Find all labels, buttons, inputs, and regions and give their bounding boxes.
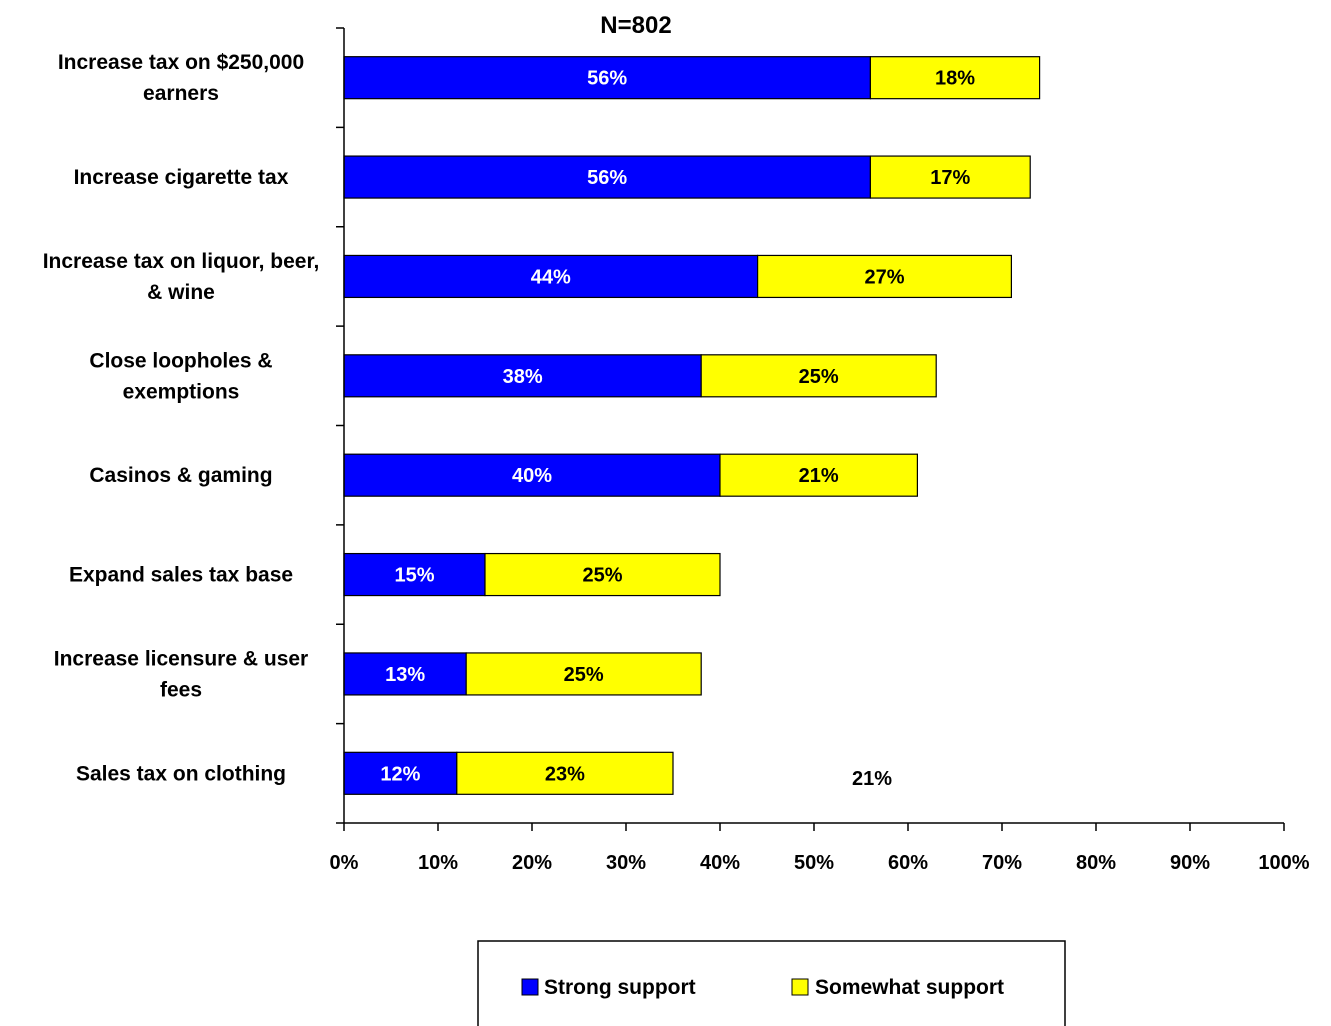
x-tick-label-3: 30% — [606, 852, 646, 874]
data-label-strong-3: 38% — [503, 366, 543, 388]
bar-somewhat-4 — [719, 453, 918, 497]
bars-group: 56% 18% 56% 17% 44% 27% 38% 25% 40% 21% 15% 25% 13% 2… — [343, 56, 1041, 795]
data-label-strong-4: 40% — [512, 465, 552, 487]
x-tick-label-6: 60% — [888, 852, 928, 874]
bar-somewhat-7 — [456, 751, 674, 795]
category-label-3-line-0: Close loopholes & — [89, 349, 272, 372]
bar-somewhat-1 — [869, 155, 1031, 199]
category-label-6-line-1: fees — [160, 678, 202, 701]
legend: Strong support Somewhat support — [477, 940, 1066, 1026]
category-label-4-line-0: Casinos & gaming — [89, 464, 272, 487]
data-label-strong-1: 56% — [587, 167, 627, 189]
category-label-0-line-0: Increase tax on $250,000 — [58, 51, 304, 74]
data-label-somewhat-7: 23% — [545, 763, 585, 785]
legend-label-somewhat-support: Somewhat support — [815, 976, 1004, 999]
axes: 0% 10% 20% 30% 40% 50% 60% 70% 80% 90% 100% — [330, 27, 1310, 874]
category-label-1-line-0: Increase cigarette tax — [74, 166, 289, 189]
data-label-somewhat-4: 21% — [799, 465, 839, 487]
x-tick-label-9: 90% — [1170, 852, 1210, 874]
bar-somewhat-3 — [700, 354, 937, 398]
chart-annotation: 21% — [852, 768, 892, 790]
x-tick-label-4: 40% — [700, 852, 740, 874]
category-label-2-line-0: Increase tax on liquor, beer, — [43, 250, 320, 273]
chart-title: N=802 — [600, 12, 671, 39]
data-label-somewhat-2: 27% — [864, 266, 904, 288]
data-label-somewhat-0: 18% — [935, 68, 975, 90]
bar-strong-6 — [343, 652, 467, 696]
category-label-5-line-0: Expand sales tax base — [69, 564, 293, 587]
data-label-somewhat-3: 25% — [799, 366, 839, 388]
data-label-strong-0: 56% — [587, 68, 627, 90]
legend-swatch-somewhat-support — [791, 978, 809, 996]
x-tick-label-7: 70% — [982, 852, 1022, 874]
bar-somewhat-5 — [484, 552, 721, 597]
legend-label-strong-support: Strong support — [544, 976, 696, 999]
data-label-strong-6: 13% — [385, 664, 425, 686]
x-tick-label-2: 20% — [512, 852, 552, 874]
data-label-strong-5: 15% — [394, 565, 434, 587]
legend-swatch-strong-support — [521, 978, 539, 996]
bar-strong-1 — [343, 155, 872, 199]
category-label-6-line-0: Increase licensure & user — [54, 647, 308, 670]
bar-somewhat-0 — [869, 56, 1041, 100]
x-tick-label-5: 50% — [794, 852, 834, 874]
bar-somewhat-2 — [756, 254, 1012, 299]
category-label-2-line-1: & wine — [147, 281, 215, 304]
x-tick-label-8: 80% — [1076, 852, 1116, 874]
data-label-strong-2: 44% — [531, 266, 571, 288]
bar-somewhat-6 — [465, 652, 702, 696]
x-tick-label-10: 100% — [1258, 852, 1309, 874]
data-label-somewhat-5: 25% — [582, 565, 622, 587]
category-label-0-line-1: earners — [143, 82, 219, 105]
category-label-7-line-0: Sales tax on clothing — [76, 762, 286, 785]
x-tick-label-1: 10% — [418, 852, 458, 874]
category-labels: Increase tax on $250,000 earners Increase … — [43, 51, 320, 785]
bar-strong-3 — [343, 354, 702, 398]
legend-box — [477, 940, 1066, 1026]
bar-strong-0 — [343, 56, 872, 100]
bar-strong-2 — [343, 254, 759, 299]
data-label-strong-7: 12% — [380, 763, 420, 785]
category-label-3-line-1: exemptions — [123, 380, 240, 403]
data-label-somewhat-1: 17% — [930, 167, 970, 189]
data-label-somewhat-6: 25% — [564, 664, 604, 686]
x-tick-label-0: 0% — [330, 852, 359, 874]
